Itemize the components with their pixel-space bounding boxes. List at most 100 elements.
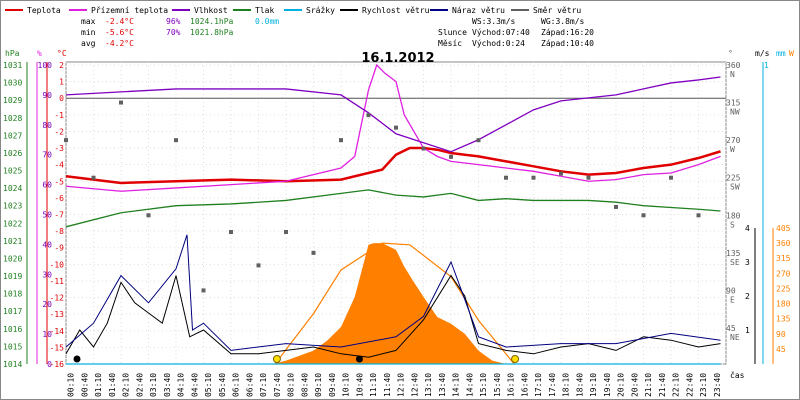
legend-label: Srážky [306,6,335,15]
axis-dir-compass: S [730,220,735,229]
x-tick-label: 08:40 [300,373,309,397]
x-tick-label: 14:40 [465,373,474,397]
x-tick-label: 15:40 [493,373,502,397]
sun-marker [272,355,281,363]
stat-value: 0.0mm [255,17,279,26]
legend-item: Rychlost větru [340,6,430,15]
wind-direction-point [586,175,591,180]
stat-value: -2.4°C [105,17,134,26]
radiation-area [272,243,506,364]
x-tick-label: 23:40 [713,373,722,397]
axis-hpa-tick: 1025 [3,167,22,176]
x-tick-label: 02:40 [135,373,144,397]
wind-direction-point [339,138,343,143]
wind-direction-point [201,288,206,293]
legend-item: Srážky [284,6,335,15]
sun-marker [511,355,520,363]
axis-temp-tick: -11 [50,277,65,286]
wind-direction-point [531,175,536,180]
x-tick-label: 00:10 [67,373,76,397]
axis-hpa-tick: 1020 [3,254,22,263]
axis-hpa-tick: 1031 [3,61,22,70]
axis-temp-tick: -15 [50,343,65,352]
axis-temp-tick: -13 [50,310,65,319]
axis-dir-tick: 135 [726,249,741,258]
axis-temp-tick: -16 [50,360,65,369]
x-tick-label: 07:10 [259,373,268,397]
axis-hpa-tick: 1027 [3,131,22,140]
x-tick-label: 03:40 [163,373,172,397]
axis-dir-tick: 360 [726,61,741,70]
x-tick-label: 10:10 [342,373,351,397]
x-tick-label: 09:40 [328,373,337,397]
axis-dir-tick: 225 [726,174,741,183]
series-line-tlak [65,189,721,228]
axis-rad-tick: 270 [776,269,791,278]
moon-marker [355,355,363,363]
axis-hum-label: % [37,49,42,58]
wind-ws: WS:3.3m/s [472,17,516,26]
axis-hum-tick: 100 [38,61,53,70]
wind-direction-point [284,229,288,234]
axis-hpa-tick: 1030 [3,79,22,88]
axis-hpa-tick: 1014 [3,360,22,369]
axis-temp-tick: 1 [59,78,64,87]
axis-hpa-tick: 1028 [3,114,22,123]
x-tick-label: 18:40 [575,373,584,397]
legend-label: Přízemní teplota [91,6,168,15]
axis-wind-label: m/s [755,49,770,58]
axis-temp-tick: -12 [50,294,65,303]
right-axes: ° m/s mm W360N315NW270W225SW180S135SE90E45N… [726,49,794,364]
moon-label: Měsíc [438,39,462,48]
axis-rad-tick: 360 [776,239,791,248]
x-axis: 00:10 00:40 01:10 01:40 02:10 02:40 03:10 03:40… [67,370,745,397]
x-tick-label: 15:10 [479,373,488,397]
axis-hpa-tick: 1018 [3,290,22,299]
x-tick-label: 19:10 [589,373,598,397]
axis-rain-tick: 1 [764,61,769,70]
left-axes: hPa% °C1031103010291028102710261025102410… [3,49,67,369]
x-tick-label: 04:10 [177,373,186,397]
axis-temp-label: °C [57,49,67,58]
x-tick-label: 05:10 [204,373,213,397]
axis-rad-tick: 225 [776,284,791,293]
wind-direction-point [366,113,371,118]
wind-direction-point [311,250,316,255]
x-tick-label: 22:10 [672,373,681,397]
x-tick-label: 17:40 [548,373,557,397]
x-tick-label: 20:40 [630,373,639,397]
axis-hpa-tick: 1023 [3,202,22,211]
axis-dir-compass: E [730,295,735,304]
legend-label: Teplota [27,6,61,15]
axis-temp-tick: -5 [54,177,64,186]
wind-direction-point [256,263,261,268]
stat-value: max [81,17,96,26]
axis-dir-compass: NW [730,108,740,117]
axis-wind-tick: 1 [745,326,750,335]
axis-hpa-label: hPa [5,49,20,58]
x-tick-label: 01:40 [108,373,117,397]
legend-item: Vlhkost [172,6,228,15]
axis-rad-tick: 90 [776,330,786,339]
moon-rise: Východ:0:24 [472,39,525,48]
stat-value: 96% [166,17,181,26]
plot-area [64,61,727,365]
wind-direction-point [559,171,563,176]
stats-block: max -2.4°C 96% 1024.1hPa 0.0mm min -5.6°C 70% 10… [81,17,594,48]
axis-wind-tick: 2 [745,292,750,301]
wind-direction-point [421,146,426,151]
axis-temp-tick: -6 [54,194,64,203]
x-tick-label: 01:10 [94,373,103,397]
x-axis-label: čas [730,370,745,380]
axis-temp-tick: -8 [54,227,64,236]
sun-rise: Východ:07:40 [472,28,530,37]
series-line-teplota [65,146,721,185]
axis-dir-compass: W [730,145,735,154]
wind-direction-point [64,138,68,143]
axis-temp-tick: -10 [50,260,65,269]
axis-rad-tick: 315 [776,254,791,263]
axis-hpa-tick: 1017 [3,307,22,316]
axis-hpa-tick: 1022 [3,219,22,228]
legend-item: Směr větru [511,6,581,15]
